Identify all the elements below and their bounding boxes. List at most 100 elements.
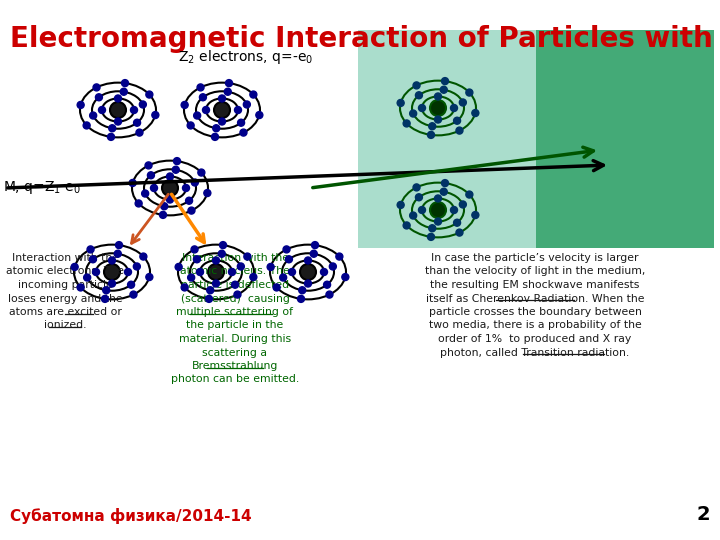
Circle shape [93,84,100,91]
Circle shape [283,246,290,253]
Text: Субатомна физика/2014-14: Субатомна физика/2014-14 [10,508,251,524]
Circle shape [103,287,109,294]
Circle shape [133,263,140,270]
Circle shape [166,196,174,203]
Circle shape [194,112,201,119]
Circle shape [166,173,174,180]
Circle shape [87,246,94,253]
Text: multiple scattering of: multiple scattering of [176,307,294,317]
Circle shape [456,229,463,236]
Circle shape [109,125,116,132]
Circle shape [428,233,434,240]
Circle shape [187,122,194,129]
Circle shape [326,291,333,298]
Circle shape [135,200,142,207]
Circle shape [207,287,214,294]
Circle shape [104,264,120,280]
Circle shape [410,212,417,219]
Circle shape [175,264,182,271]
Circle shape [466,191,473,198]
Circle shape [212,280,220,287]
Circle shape [415,92,423,99]
Circle shape [456,127,463,134]
Circle shape [84,274,91,281]
Circle shape [300,264,316,280]
Text: In case the particle’s velocity is larger: In case the particle’s velocity is large… [431,253,639,263]
Circle shape [127,281,135,288]
Circle shape [99,106,106,113]
Circle shape [430,202,446,218]
Circle shape [299,287,306,294]
Circle shape [434,93,441,100]
Bar [358,30,536,248]
Circle shape [220,241,227,248]
Circle shape [289,268,295,275]
Circle shape [434,116,441,123]
Circle shape [150,185,158,192]
Text: incoming particle: incoming particle [17,280,112,290]
Circle shape [440,188,447,195]
Text: photon, called Transition radiation.: photon, called Transition radiation. [441,348,629,357]
Circle shape [115,241,122,248]
Circle shape [71,264,78,271]
Circle shape [142,190,148,197]
Text: Electromagnetic Interaction of Particles with Matter: Electromagnetic Interaction of Particles… [10,25,720,53]
Circle shape [451,206,457,213]
Circle shape [323,281,330,288]
Circle shape [198,169,205,176]
Circle shape [413,184,420,191]
Circle shape [212,133,218,140]
Circle shape [83,122,90,129]
Circle shape [146,274,153,281]
Text: Interaction with the: Interaction with the [12,253,119,263]
Circle shape [204,190,211,197]
Circle shape [125,268,132,275]
Circle shape [218,118,225,125]
Circle shape [90,112,96,119]
Circle shape [152,112,159,119]
Circle shape [92,268,99,275]
Circle shape [162,180,178,196]
Circle shape [212,257,220,264]
Circle shape [312,241,318,248]
Circle shape [212,125,220,132]
Text: atomic nucleus. The: atomic nucleus. The [180,267,290,276]
Circle shape [140,101,146,108]
Circle shape [454,219,461,226]
Circle shape [305,257,312,264]
Circle shape [336,253,343,260]
Circle shape [418,206,426,213]
Circle shape [181,284,188,291]
Circle shape [130,291,137,298]
Circle shape [297,295,305,302]
Text: atoms are excited or: atoms are excited or [9,307,122,317]
Circle shape [214,102,230,118]
Circle shape [191,246,198,253]
Circle shape [228,268,235,275]
Circle shape [250,91,257,98]
Circle shape [197,268,204,275]
Circle shape [194,256,200,263]
Circle shape [234,291,241,298]
Circle shape [134,119,140,126]
Circle shape [441,180,449,187]
Circle shape [146,91,153,98]
Circle shape [279,274,287,281]
Circle shape [197,84,204,91]
Circle shape [454,117,461,124]
Circle shape [114,250,121,257]
Circle shape [430,100,446,116]
Circle shape [267,264,274,271]
Text: the resulting EM shockwave manifests: the resulting EM shockwave manifests [431,280,639,290]
Circle shape [451,105,457,111]
Circle shape [329,263,336,270]
Circle shape [428,123,436,130]
Circle shape [235,106,241,113]
Circle shape [182,185,189,192]
Circle shape [120,88,127,95]
Circle shape [208,264,224,280]
Text: Z$_2$ electrons, q=-e$_0$: Z$_2$ electrons, q=-e$_0$ [178,48,313,66]
Circle shape [160,211,166,218]
Circle shape [224,88,231,95]
Circle shape [285,256,292,263]
